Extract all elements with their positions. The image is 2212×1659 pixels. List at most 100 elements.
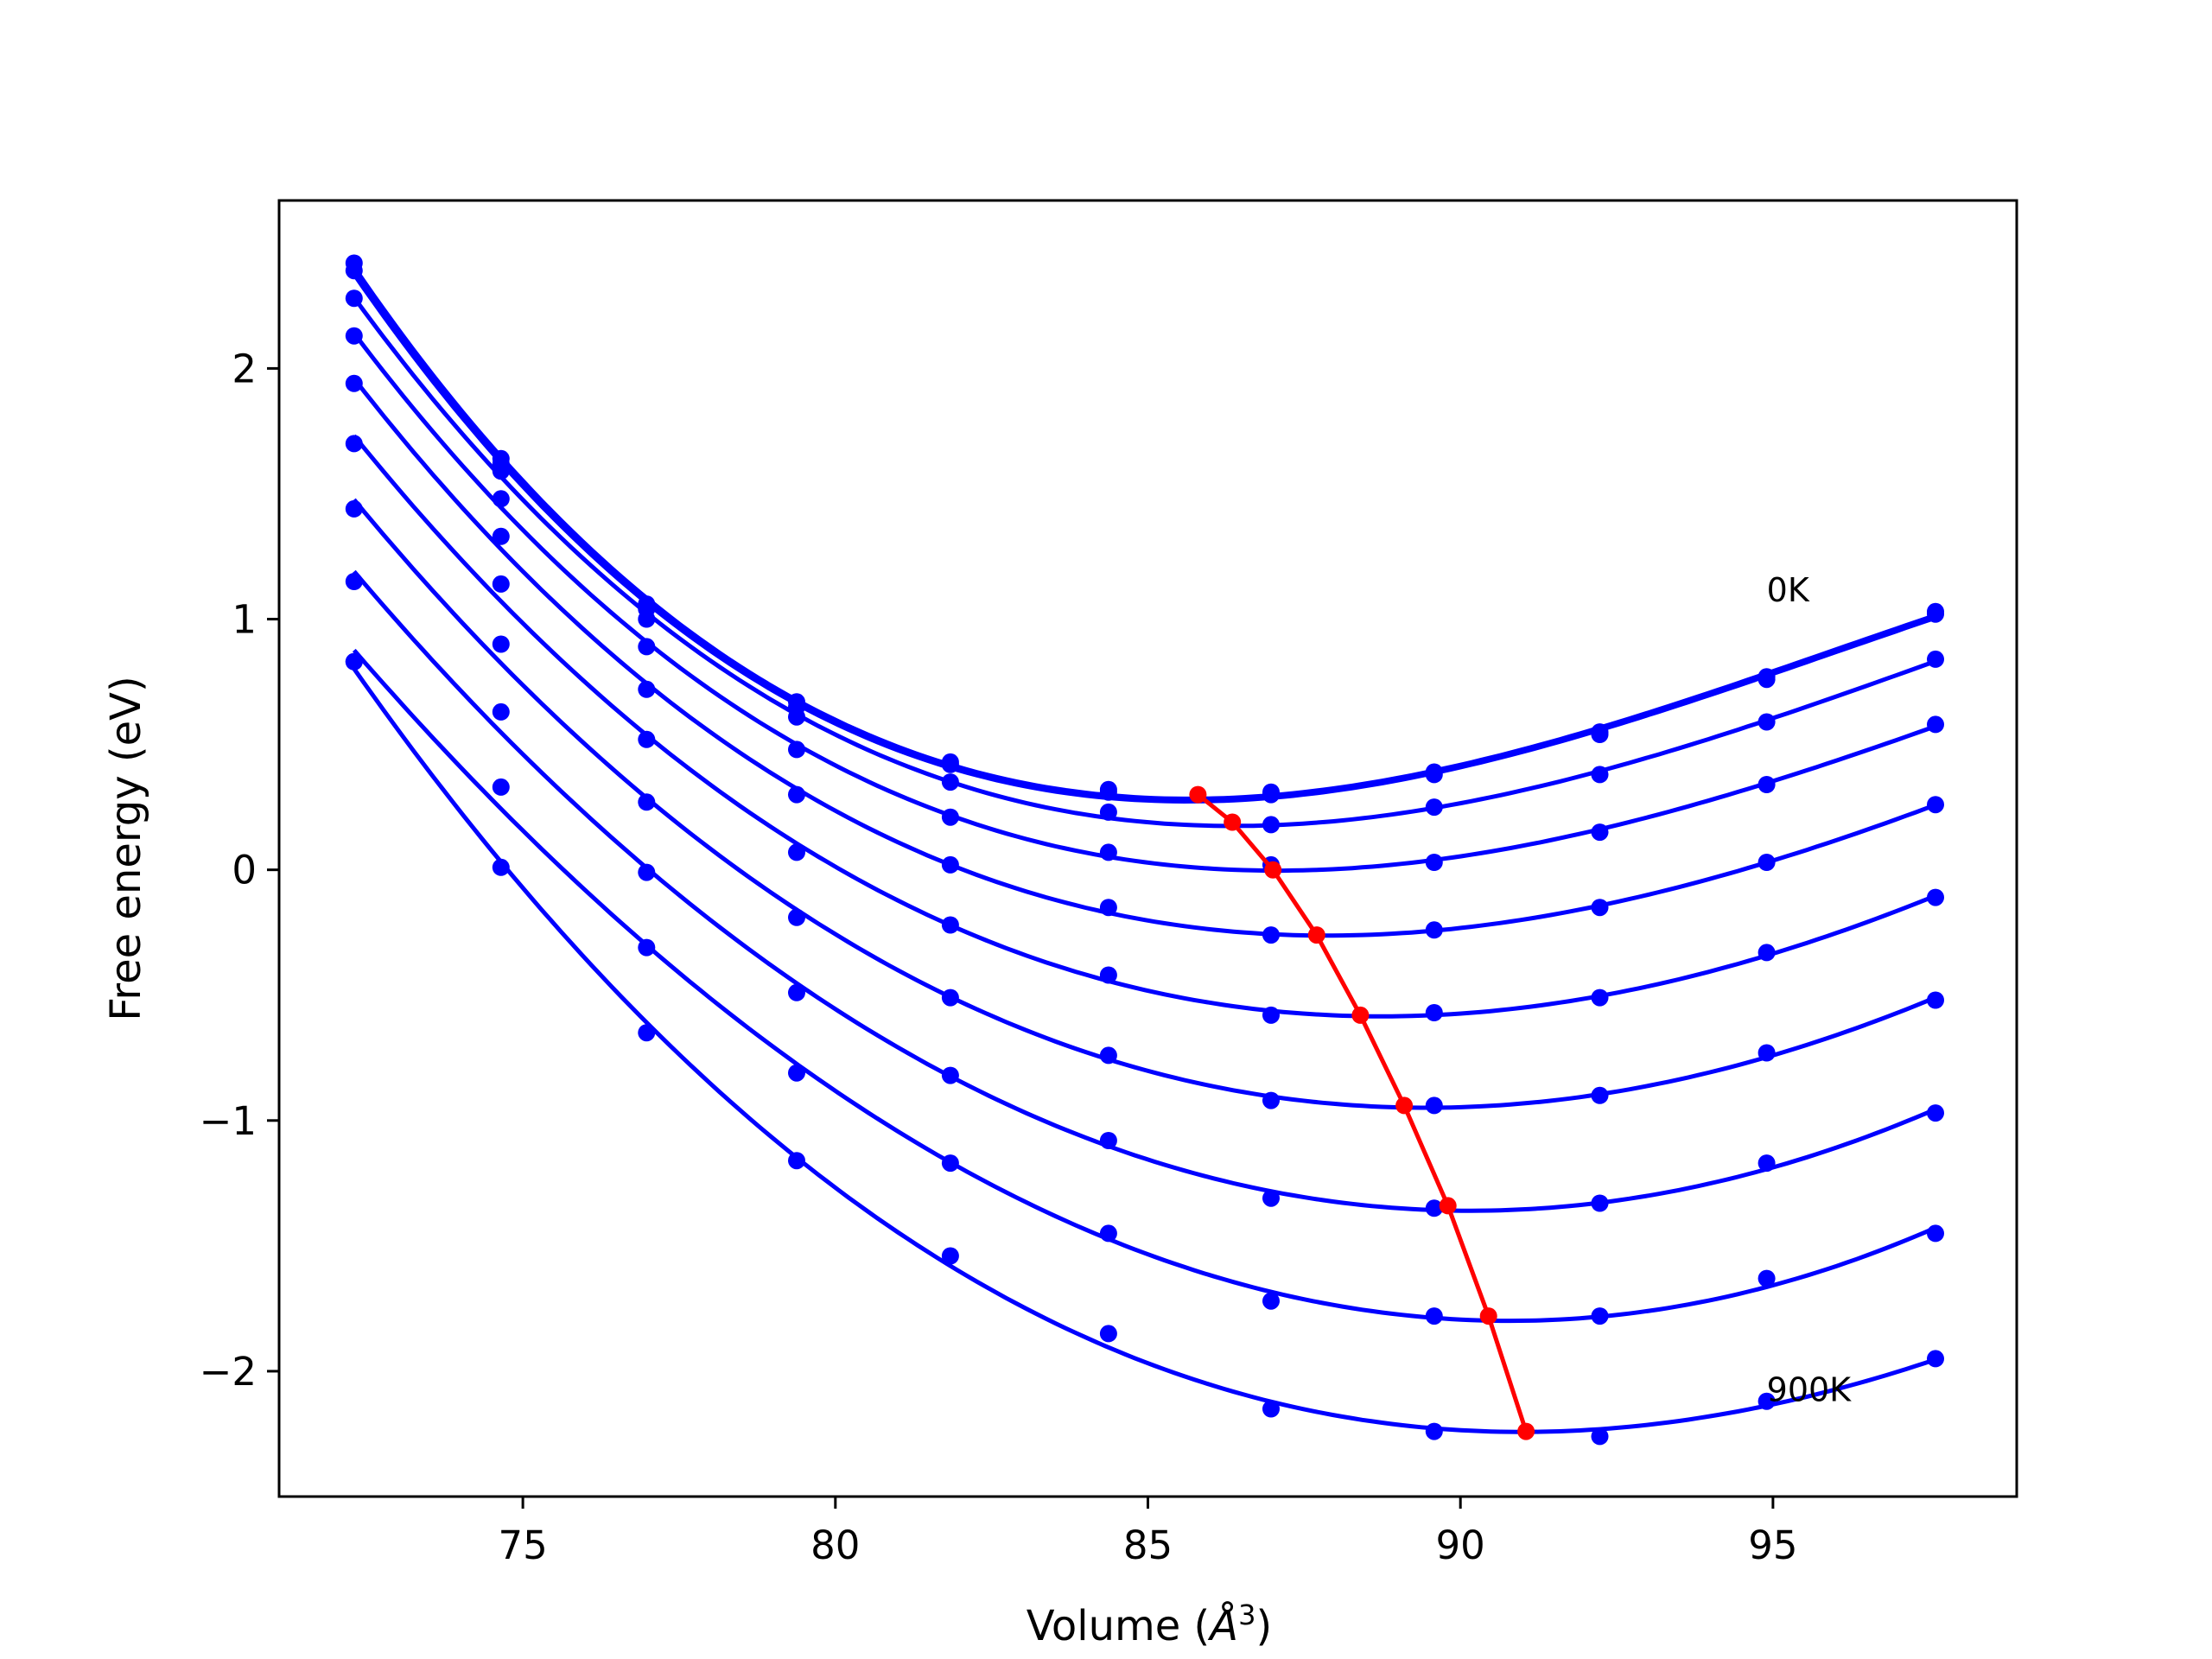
data-point-200K-5 [1099, 803, 1117, 821]
data-point-700K-3 [788, 983, 805, 1001]
y-axis: −2 −1 0 1 2 [200, 346, 279, 1395]
x-axis-label-unit: Å [1207, 1601, 1238, 1650]
data-point-300K-8 [1591, 823, 1609, 842]
data-point-500K-2 [638, 730, 656, 748]
data-point-900K-6 [1262, 1400, 1280, 1418]
fit-curve-700K [352, 569, 1936, 1213]
minimum-point-0 [1189, 785, 1207, 804]
data-point-100K-7 [1425, 766, 1443, 784]
data-point-700K-1 [492, 702, 510, 721]
x-tick-label-95: 95 [1748, 1522, 1797, 1568]
data-point-800K-5 [1099, 1224, 1117, 1243]
data-point-600K-0 [345, 499, 363, 518]
x-tick-label-80: 80 [810, 1522, 860, 1568]
data-point-800K-3 [788, 1064, 805, 1082]
data-point-700K-7 [1425, 1199, 1443, 1217]
data-point-100K-10 [1927, 605, 1944, 623]
x-axis-label-close: ) [1255, 1602, 1272, 1650]
fit-curve-200K [352, 296, 1936, 829]
data-point-600K-6 [1262, 1091, 1280, 1109]
data-point-100K-5 [1099, 783, 1117, 801]
y-tick-label--2: −2 [200, 1349, 257, 1395]
data-point-900K-7 [1425, 1422, 1443, 1440]
minimum-point-6 [1439, 1197, 1457, 1215]
data-point-300K-1 [492, 490, 510, 508]
data-point-500K-1 [492, 575, 510, 593]
data-point-400K-4 [941, 855, 959, 874]
data-point-100K-0 [345, 262, 363, 280]
data-point-500K-8 [1591, 988, 1609, 1007]
y-tick-label-0: 0 [232, 848, 257, 893]
data-point-900K-0 [345, 652, 363, 671]
fit-curve-100K [352, 272, 1936, 804]
data-point-900K-5 [1099, 1325, 1117, 1343]
annotations: 0K 900K [1767, 571, 1853, 1409]
data-point-800K-8 [1591, 1307, 1609, 1325]
minimum-point-5 [1395, 1096, 1414, 1115]
minimum-point-8 [1517, 1422, 1535, 1440]
data-point-600K-8 [1591, 1086, 1609, 1104]
data-point-800K-7 [1425, 1307, 1443, 1325]
data-point-700K-8 [1591, 1194, 1609, 1212]
data-point-600K-10 [1927, 991, 1944, 1009]
data-point-800K-9 [1758, 1269, 1776, 1287]
fitted-curves [352, 265, 1936, 1434]
x-tick-label-75: 75 [498, 1522, 547, 1568]
fit-curve-800K [352, 648, 1936, 1324]
data-point-600K-1 [492, 635, 510, 653]
data-point-300K-9 [1758, 776, 1776, 793]
minima-layer [1189, 785, 1535, 1440]
y-tick-label--1: −1 [200, 1098, 257, 1144]
data-point-100K-6 [1262, 785, 1280, 804]
data-point-200K-1 [492, 462, 510, 480]
fit-curve-400K [352, 377, 1936, 938]
x-axis-label: Volume (Å3) [1027, 1599, 1272, 1650]
x-axis: 75 80 85 90 95 [498, 1497, 1798, 1568]
data-point-300K-3 [788, 741, 805, 759]
minimum-point-7 [1479, 1307, 1497, 1325]
data-point-200K-10 [1927, 650, 1944, 668]
data-point-900K-3 [788, 1152, 805, 1170]
data-point-900K-10 [1927, 1350, 1944, 1368]
data-point-400K-2 [638, 680, 656, 698]
data-point-300K-5 [1099, 843, 1117, 861]
data-point-900K-4 [941, 1247, 959, 1265]
data-point-900K-1 [492, 858, 510, 876]
minimum-point-1 [1224, 813, 1242, 831]
data-point-200K-6 [1262, 816, 1280, 834]
data-point-600K-9 [1758, 1044, 1776, 1062]
data-points [345, 254, 1944, 1446]
data-point-600K-5 [1099, 1046, 1117, 1065]
data-point-200K-4 [941, 773, 959, 791]
data-point-100K-8 [1591, 726, 1609, 743]
minimum-point-2 [1264, 861, 1282, 879]
data-point-700K-2 [638, 863, 656, 881]
data-point-900K-8 [1591, 1427, 1609, 1446]
data-point-300K-10 [1927, 715, 1944, 734]
data-point-200K-9 [1758, 713, 1776, 731]
data-point-100K-4 [941, 755, 959, 773]
data-point-400K-0 [345, 374, 363, 392]
data-point-400K-1 [492, 527, 510, 545]
y-tick-label-1: 1 [232, 597, 257, 643]
data-point-700K-6 [1262, 1189, 1280, 1207]
minimum-point-3 [1307, 926, 1325, 944]
x-axis-label-exponent: 3 [1238, 1599, 1255, 1631]
fit-curve-600K [352, 498, 1936, 1110]
data-point-600K-2 [638, 793, 656, 811]
data-point-300K-7 [1425, 854, 1443, 871]
data-point-400K-10 [1927, 796, 1944, 814]
data-point-200K-2 [638, 610, 656, 628]
data-point-900K-9 [1758, 1392, 1776, 1410]
x-axis-label-text: Volume ( [1027, 1602, 1211, 1650]
data-point-500K-5 [1099, 966, 1117, 984]
data-point-600K-4 [941, 988, 959, 1007]
minimum-point-4 [1351, 1006, 1370, 1024]
y-tick-label-2: 2 [232, 346, 257, 391]
data-point-300K-2 [638, 638, 656, 656]
data-point-200K-3 [788, 708, 805, 726]
data-point-400K-8 [1591, 899, 1609, 917]
data-point-500K-7 [1425, 1004, 1443, 1021]
data-point-500K-6 [1262, 1006, 1280, 1024]
